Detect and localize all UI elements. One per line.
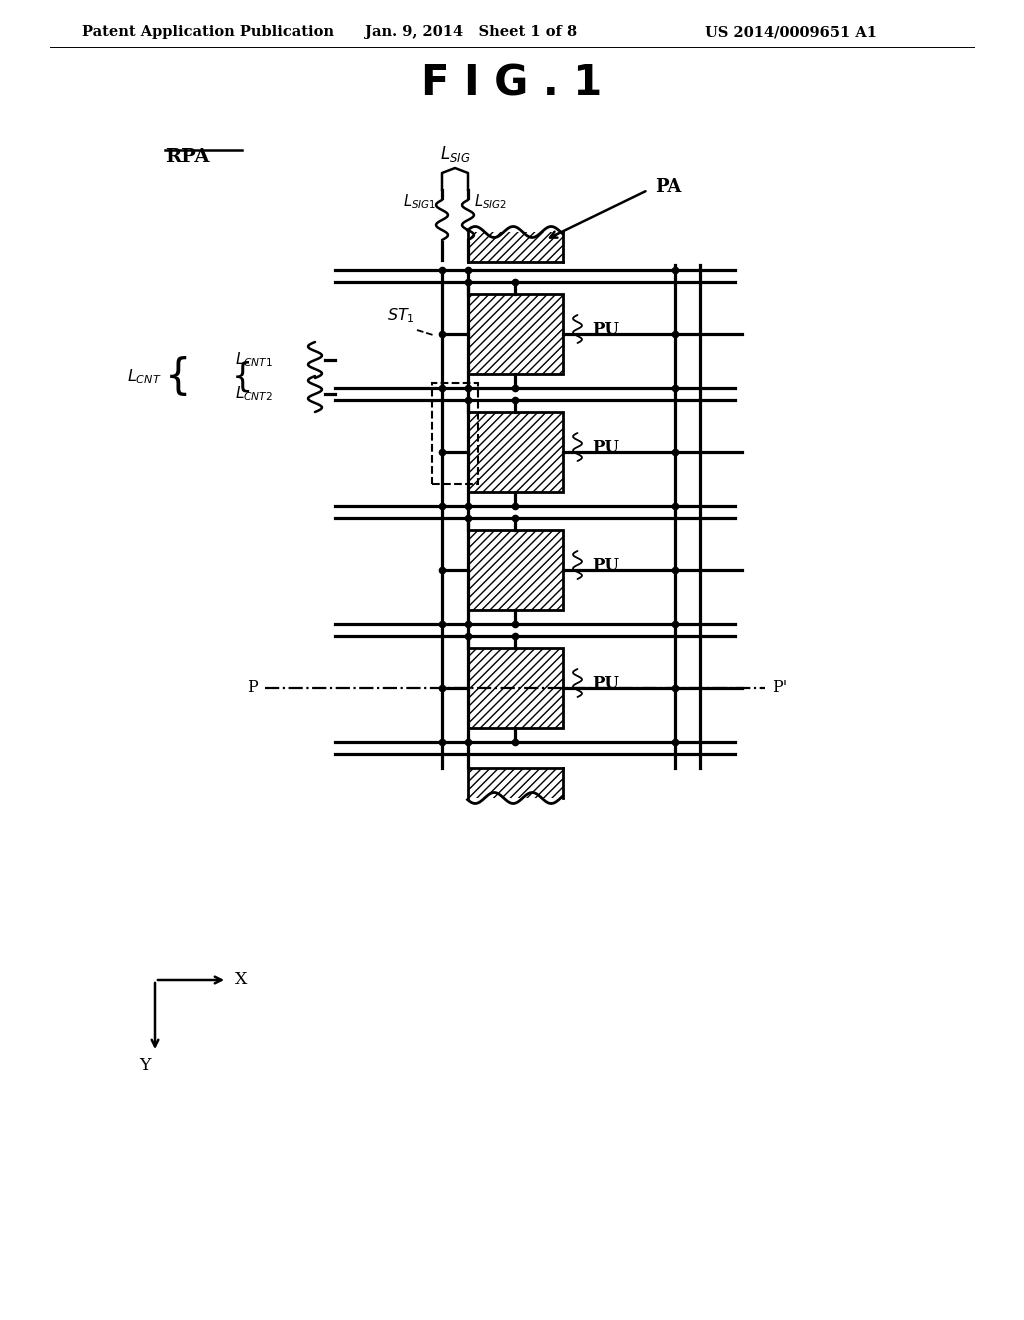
Text: PA: PA [655, 178, 681, 195]
Text: PU: PU [593, 557, 620, 573]
Bar [432, 383, 478, 484]
Text: Y: Y [139, 1057, 151, 1074]
Text: US 2014/0009651 A1: US 2014/0009651 A1 [705, 25, 877, 40]
Text: $ST_1$: $ST_1$ [387, 306, 415, 325]
Text: PU: PU [593, 438, 620, 455]
Bar [468, 294, 562, 374]
Text: $L_{CNT2}$: $L_{CNT2}$ [234, 384, 273, 404]
Text: P': P' [772, 680, 787, 697]
Bar [468, 768, 562, 799]
Text: PU: PU [593, 321, 620, 338]
Text: {: { [232, 360, 253, 393]
Text: Patent Application Publication: Patent Application Publication [82, 25, 334, 40]
Text: P: P [247, 680, 258, 697]
Text: X: X [234, 972, 248, 989]
Bar [468, 412, 562, 492]
Text: $L_{SIG}$: $L_{SIG}$ [439, 144, 470, 164]
Bar [468, 232, 562, 261]
Text: PU: PU [593, 675, 620, 692]
Text: $L_{SIG2}$: $L_{SIG2}$ [474, 191, 507, 211]
Text: $L_{SIG1}$: $L_{SIG1}$ [402, 191, 436, 211]
Text: Jan. 9, 2014   Sheet 1 of 8: Jan. 9, 2014 Sheet 1 of 8 [365, 25, 578, 40]
Bar [468, 531, 562, 610]
Text: $L_{CNT}$: $L_{CNT}$ [127, 368, 162, 387]
Text: RPA: RPA [165, 148, 210, 166]
Bar [468, 648, 562, 729]
Text: F I G . 1: F I G . 1 [421, 62, 603, 104]
Text: {: { [165, 356, 191, 399]
Text: $L_{CNT1}$: $L_{CNT1}$ [234, 351, 273, 370]
